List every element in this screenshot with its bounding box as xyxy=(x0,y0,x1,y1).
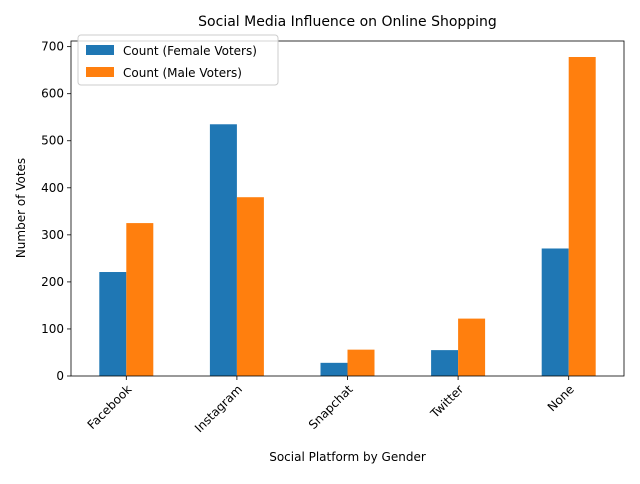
legend: Count (Female Voters) Count (Male Voters) xyxy=(77,34,279,86)
y-tick-label: 100 xyxy=(41,322,64,336)
bar-twitter-series-1 xyxy=(431,350,459,376)
x-tick-label-instagram: Instagram xyxy=(192,382,245,435)
y-tick-label: 700 xyxy=(41,40,64,54)
x-axis-label: Social Platform by Gender xyxy=(269,450,426,464)
legend-label-series-1: Count (Female Voters) xyxy=(123,44,257,58)
legend-swatch-series-2 xyxy=(86,67,114,77)
bar-snapchat-series-2 xyxy=(347,349,375,376)
legend-swatch-series-1 xyxy=(86,45,114,55)
plot-frame xyxy=(70,40,625,377)
x-tick-label-none: None xyxy=(545,382,577,414)
bar-none-series-1 xyxy=(541,248,569,376)
y-tick-label: 0 xyxy=(56,369,64,383)
bar-instagram-series-1 xyxy=(209,124,237,376)
y-tick-label: 300 xyxy=(41,228,64,242)
bar-none-series-2 xyxy=(568,57,596,376)
plot-area: 0 100 200 300 400 500 600 700 Facebook Instagram S… xyxy=(41,40,625,435)
bar-instagram-series-2 xyxy=(236,197,264,376)
x-tick-label-twitter: Twitter xyxy=(427,382,466,421)
bar-twitter-series-2 xyxy=(458,318,486,376)
bar-snapchat-series-1 xyxy=(320,362,348,376)
y-tick-label: 500 xyxy=(41,134,64,148)
y-axis-label: Number of Votes xyxy=(14,158,28,258)
legend-box xyxy=(77,34,279,86)
bar-facebook-series-1 xyxy=(99,272,127,376)
y-tick-label: 400 xyxy=(41,181,64,195)
chart-title: Social Media Influence on Online Shoppin… xyxy=(198,14,497,30)
x-tick-label-facebook: Facebook xyxy=(85,382,135,432)
bar-facebook-series-2 xyxy=(126,223,154,376)
y-tick-label: 600 xyxy=(41,87,64,101)
x-tick-label-snapchat: Snapchat xyxy=(306,382,356,432)
y-tick-label: 200 xyxy=(41,275,64,289)
legend-label-series-2: Count (Male Voters) xyxy=(123,66,242,80)
